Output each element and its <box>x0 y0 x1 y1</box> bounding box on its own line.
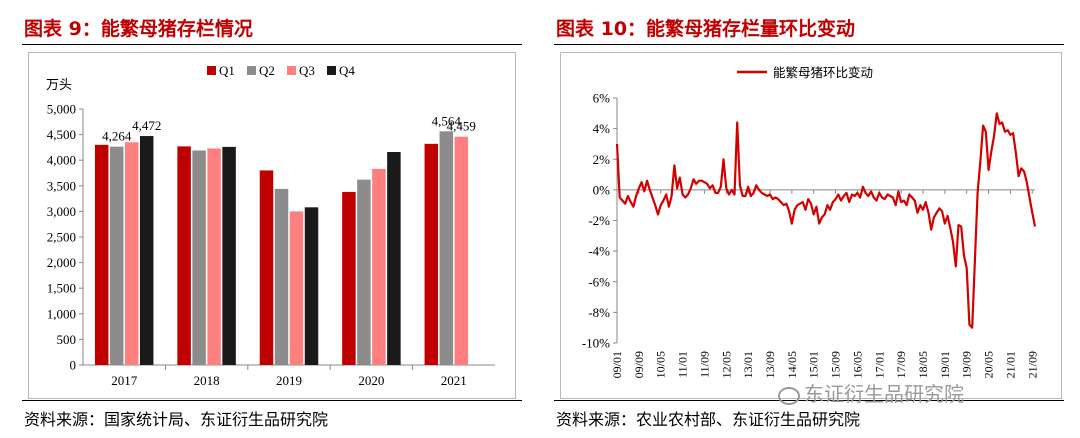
bar-q4-2017 <box>139 136 154 365</box>
x-tick-label: 11/01 <box>676 351 690 378</box>
bar-q3-2017 <box>124 142 139 365</box>
x-tick-label: 09/09 <box>632 351 646 378</box>
data-label: 4,264 <box>102 129 132 144</box>
y-tick-label: 2% <box>593 152 611 167</box>
bar-q1-2017 <box>94 144 109 365</box>
y-tick-label: 3,000 <box>47 204 76 219</box>
y-tick-label: -6% <box>588 274 610 289</box>
x-tick-label: 13/09 <box>763 351 777 378</box>
wechat-icon <box>778 386 800 405</box>
series-line <box>615 112 1037 329</box>
bar-q1-2020 <box>342 191 356 365</box>
y-tick-label: -4% <box>588 244 610 259</box>
bar-q3-2019 <box>289 211 304 365</box>
chart-sow-mom-change: -10% -8% -6% -4% -2% 0% 2% 4% 6% 09/01 09/09 10/05 1… <box>582 65 1039 378</box>
figure-10-source: 资料来源：农业农村部、东证衍生品研究院 <box>556 410 861 429</box>
y-tick-label: 4% <box>593 121 611 136</box>
legend-label: 能繁母猪环比变动 <box>773 65 873 80</box>
bar-q3-2018 <box>207 148 221 365</box>
legend-label-q1: Q1 <box>219 63 235 78</box>
figure-10-top-rule <box>554 44 1064 45</box>
bar-q2-2020 <box>357 179 371 365</box>
bar-q2-2021 <box>439 131 454 365</box>
y-tick-label: 0% <box>593 182 611 197</box>
legend-label-q2: Q2 <box>259 63 275 78</box>
figure-10-bottom-rule <box>554 400 1064 401</box>
x-tick-label: 20/05 <box>982 351 996 378</box>
y-tick-label: 6% <box>593 91 611 106</box>
x-tick-label: 2017 <box>111 373 138 388</box>
figure-9-top-rule <box>22 44 522 45</box>
y-axis-label: 万头 <box>46 77 72 92</box>
legend-swatch-q3 <box>287 66 296 75</box>
y-tick-label: 4,500 <box>47 127 76 142</box>
x-tick-label: 19/01 <box>938 351 952 378</box>
y-tick-label: -8% <box>588 305 610 320</box>
y-tick-label: 5,000 <box>47 102 76 117</box>
y-tick-label: 4,000 <box>47 153 76 168</box>
bar-q1-2018 <box>177 146 191 365</box>
x-tick-label: 13/01 <box>741 351 755 378</box>
data-label: 4,564 <box>432 113 462 128</box>
figure-9-title: 图表 9：能繁母猪存栏情况 <box>24 18 253 40</box>
figure-9-chart-panel: 万头 0 500 1,000 1,500 2,000 2,500 3,000 3,500 4,00… <box>28 52 516 399</box>
x-tick-label: 09/01 <box>610 351 624 378</box>
x-tick-label: 2020 <box>358 373 384 388</box>
x-tick-label: 12/05 <box>719 351 733 378</box>
legend-label-q3: Q3 <box>299 63 315 78</box>
bar-q4-2019 <box>304 207 319 365</box>
watermark-text: 东证衍生品研究院 <box>804 382 964 406</box>
y-tick-label: 0 <box>70 358 77 373</box>
figure-9-source: 资料来源：国家统计局、东证衍生品研究院 <box>24 410 329 429</box>
y-tick-label: -2% <box>588 213 610 228</box>
x-tick-label: 15/01 <box>807 351 821 378</box>
data-label: 4,472 <box>132 118 161 133</box>
y-tick-label: 1,000 <box>47 306 76 321</box>
bar-q4-2020 <box>387 152 401 365</box>
x-tick-label: 16/05 <box>850 351 864 378</box>
x-tick-label: 17/01 <box>872 351 886 378</box>
legend-swatch-q2 <box>247 66 256 75</box>
x-tick-label: 14/05 <box>785 351 799 378</box>
legend-swatch-q1 <box>207 66 216 75</box>
y-tick-label: 2,500 <box>47 230 76 245</box>
bar-q1-2019 <box>259 170 274 365</box>
chart-sow-inventory: 万头 0 500 1,000 1,500 2,000 2,500 3,000 3,500 4,00… <box>46 63 495 388</box>
watermark: 东证衍生品研究院 <box>778 378 964 407</box>
bar-q4-2018 <box>222 146 236 365</box>
y-tick-label: 3,500 <box>47 178 76 193</box>
figure-10-title: 图表 10：能繁母猪存栏量环比变动 <box>556 18 856 40</box>
bar-q2-2017 <box>109 146 124 365</box>
figure-9-bottom-rule <box>22 400 522 401</box>
y-tick-label: 500 <box>57 332 77 347</box>
y-tick-label: -10% <box>582 336 610 351</box>
x-tick-label: 19/09 <box>960 351 974 378</box>
bar-q1-2021 <box>424 143 439 365</box>
bar-q3-2021 <box>454 136 469 365</box>
x-tick-label: 11/09 <box>697 351 711 378</box>
x-tick-label: 18/05 <box>916 351 930 378</box>
x-tick-label: 2019 <box>276 373 302 388</box>
x-tick-label: 10/05 <box>654 351 668 378</box>
data-label: 4,459 <box>447 119 476 134</box>
legend-label-q4: Q4 <box>339 63 355 78</box>
y-tick-label: 2,000 <box>47 255 76 270</box>
x-tick-label: 15/09 <box>829 351 843 378</box>
x-tick-label: 2018 <box>194 373 220 388</box>
x-tick-label: 2021 <box>441 373 467 388</box>
bar-q2-2019 <box>274 188 289 365</box>
bar-q3-2020 <box>372 168 386 365</box>
x-tick-label: 21/09 <box>1025 351 1039 378</box>
x-tick-label: 17/09 <box>894 351 908 378</box>
x-tick-label: 21/01 <box>1003 351 1017 378</box>
figure-10-chart-panel: -10% -8% -6% -4% -2% 0% 2% 4% 6% 09/01 09/09 10/05 1… <box>560 52 1062 399</box>
bar-q2-2018 <box>192 150 206 365</box>
y-tick-label: 1,500 <box>47 281 76 296</box>
legend-swatch-q4 <box>327 66 336 75</box>
